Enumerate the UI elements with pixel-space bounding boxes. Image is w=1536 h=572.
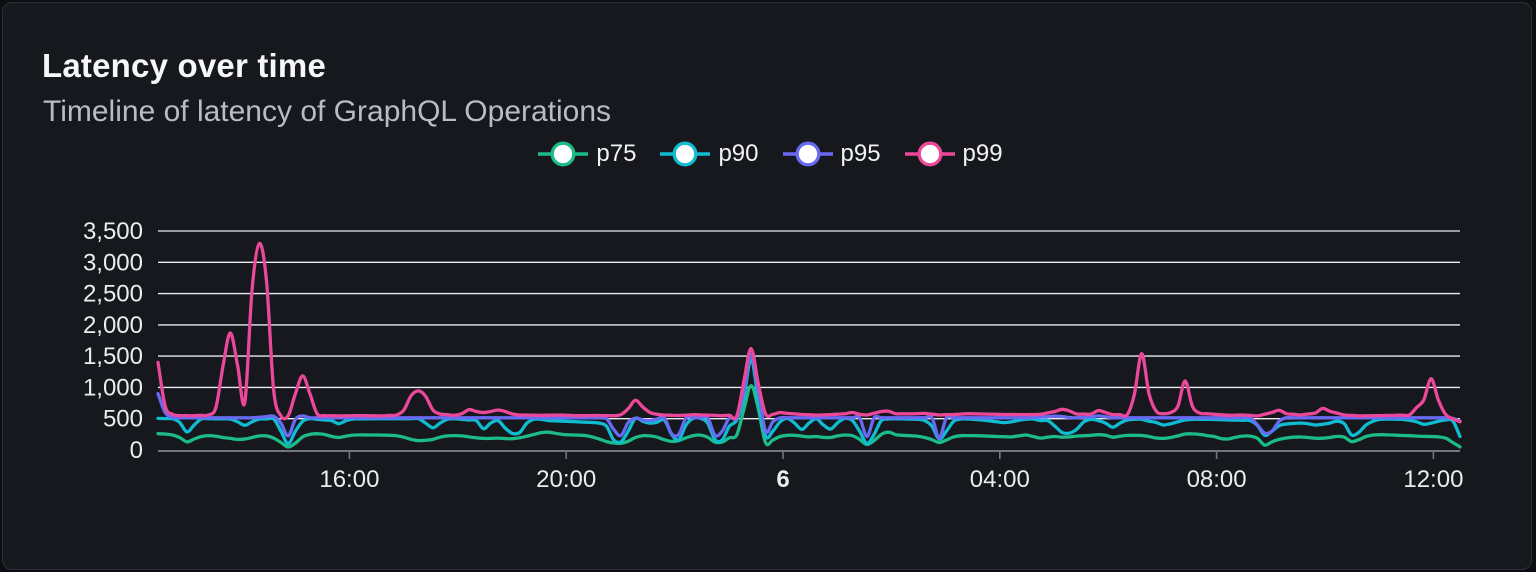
svg-text:500: 500 [103, 406, 143, 433]
svg-text:3,000: 3,000 [83, 249, 143, 276]
svg-text:1,000: 1,000 [83, 374, 143, 401]
svg-text:08:00: 08:00 [1187, 466, 1247, 493]
svg-text:04:00: 04:00 [970, 466, 1030, 493]
svg-text:1,500: 1,500 [83, 343, 143, 370]
svg-text:0: 0 [130, 437, 143, 464]
svg-text:2,500: 2,500 [83, 281, 143, 308]
svg-text:20:00: 20:00 [536, 466, 596, 493]
svg-text:12:00: 12:00 [1403, 466, 1463, 493]
svg-text:16:00: 16:00 [319, 466, 379, 493]
svg-text:6: 6 [776, 466, 789, 493]
svg-text:2,000: 2,000 [83, 312, 143, 339]
svg-text:3,500: 3,500 [83, 218, 143, 245]
